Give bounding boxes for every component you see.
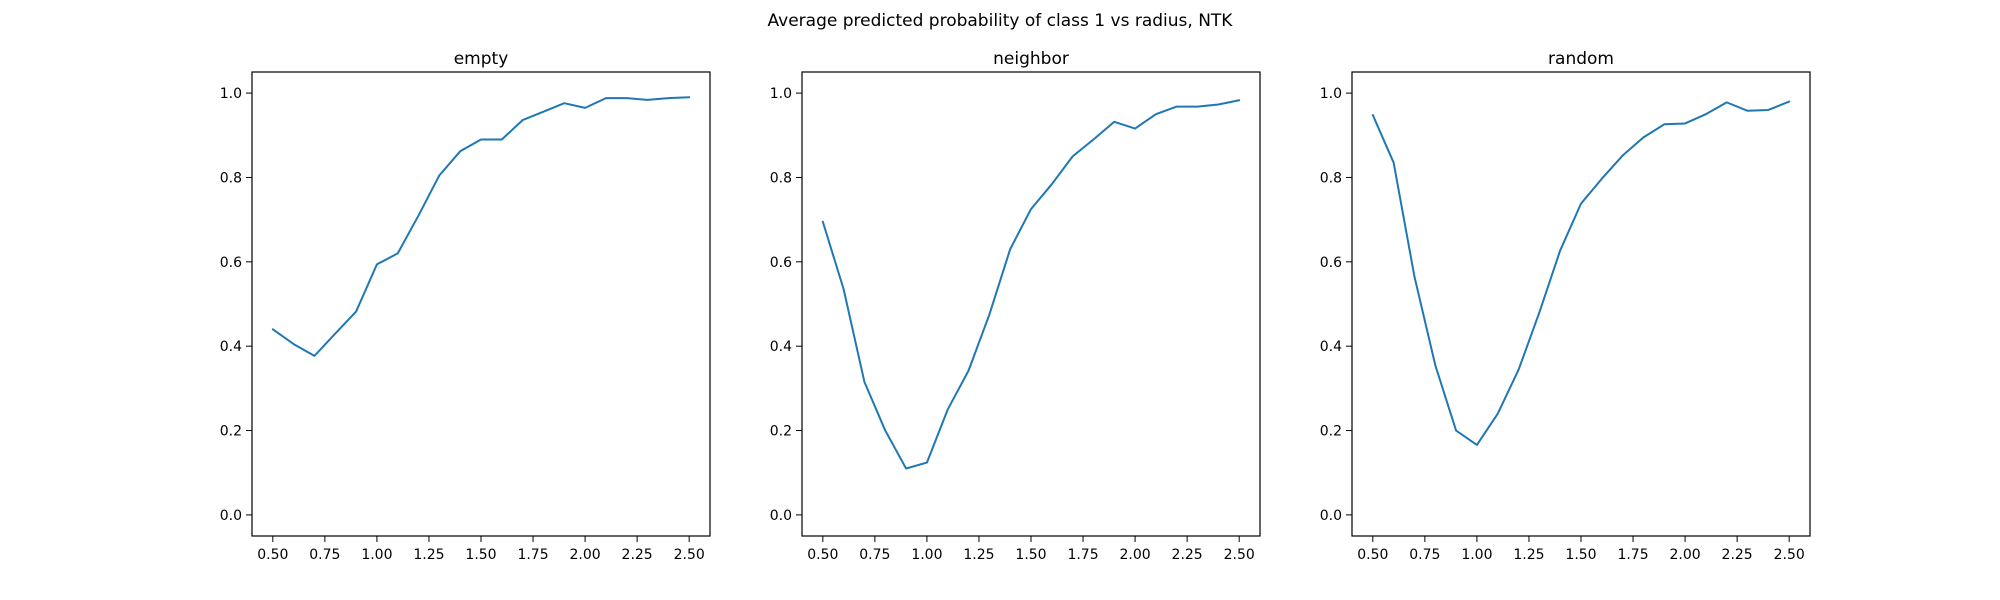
x-tick-label: 2.25	[1722, 547, 1753, 563]
y-tick-label: 0.8	[220, 170, 242, 186]
axes-frame-neighbor	[801, 71, 1261, 537]
y-tick-label: 0.4	[770, 339, 792, 355]
y-tick-label: 0.0	[770, 508, 792, 524]
axes-frame-empty	[251, 71, 711, 537]
x-tick-label: 1.25	[413, 547, 444, 563]
subplot-neighbor: neighbor 0.50 0.75 1.00 1.25 1.50 1.75 2.00 2.2…	[770, 49, 1261, 563]
subplot-title-random: random	[1548, 49, 1614, 69]
x-tick-label: 0.75	[859, 547, 890, 563]
subplot-random: random 0.50 0.75 1.00 1.25 1.50 1.75 2.00 2.25 2…	[1320, 49, 1811, 563]
x-tick-label: 2.25	[1172, 547, 1203, 563]
y-tick-label: 0.6	[1320, 255, 1342, 271]
x-axis-random: 0.50 0.75 1.00 1.25 1.50 1.75 2.00 2.25 2.50	[1357, 536, 1805, 563]
x-tick-label: 1.00	[911, 547, 942, 563]
x-tick-label: 1.75	[1617, 547, 1648, 563]
x-tick-label: 2.50	[1224, 547, 1255, 563]
x-tick-label: 2.00	[570, 547, 601, 563]
x-tick-label: 2.50	[1774, 547, 1805, 563]
y-tick-label: 0.0	[1320, 508, 1342, 524]
y-axis-neighbor: 0.0 0.2 0.4 0.6 0.8 1.0	[770, 86, 802, 524]
series-line-empty	[271, 96, 691, 357]
x-tick-label: 0.50	[257, 547, 288, 563]
x-tick-label: 0.75	[309, 547, 340, 563]
x-tick-label: 1.50	[465, 547, 496, 563]
y-tick-label: 0.4	[1320, 339, 1342, 355]
y-tick-label: 1.0	[220, 86, 242, 102]
x-tick-label: 0.50	[1357, 547, 1388, 563]
x-tick-label: 1.25	[1513, 547, 1544, 563]
x-tick-label: 2.00	[1670, 547, 1701, 563]
x-tick-label: 1.00	[361, 547, 392, 563]
y-tick-label: 1.0	[770, 86, 792, 102]
figure-title: Average predicted probability of class 1…	[768, 11, 1234, 31]
y-axis-empty: 0.0 0.2 0.4 0.6 0.8 1.0	[220, 86, 252, 524]
y-tick-label: 0.6	[220, 255, 242, 271]
y-tick-label: 0.2	[220, 424, 242, 440]
x-tick-label: 0.50	[807, 547, 838, 563]
y-tick-label: 0.2	[1320, 424, 1342, 440]
x-tick-label: 1.00	[1461, 547, 1492, 563]
x-tick-label: 0.75	[1409, 547, 1440, 563]
x-tick-label: 2.00	[1120, 547, 1151, 563]
x-tick-label: 2.25	[622, 547, 653, 563]
series-line-neighbor	[821, 99, 1241, 470]
x-tick-label: 1.25	[963, 547, 994, 563]
series-line-random	[1371, 100, 1791, 446]
y-tick-label: 0.0	[220, 508, 242, 524]
y-tick-label: 0.6	[770, 255, 792, 271]
subplot-title-neighbor: neighbor	[993, 49, 1069, 69]
x-tick-label: 2.50	[674, 547, 705, 563]
subplot-title-empty: empty	[454, 49, 509, 69]
x-tick-label: 1.50	[1565, 547, 1596, 563]
y-axis-random: 0.0 0.2 0.4 0.6 0.8 1.0	[1320, 86, 1352, 524]
y-tick-label: 0.2	[770, 424, 792, 440]
y-tick-label: 0.8	[770, 170, 792, 186]
x-tick-label: 1.75	[1067, 547, 1098, 563]
x-tick-label: 1.75	[517, 547, 548, 563]
x-axis-empty: 0.50 0.75 1.00 1.25 1.50 1.75 2.00 2.25 2.50	[257, 536, 705, 563]
y-tick-label: 1.0	[1320, 86, 1342, 102]
x-axis-neighbor: 0.50 0.75 1.00 1.25 1.50 1.75 2.00 2.25 2.50	[807, 536, 1255, 563]
x-tick-label: 1.50	[1015, 547, 1046, 563]
subplot-empty: empty 0.50 0.75 1.00 1.25 1.50 1.75 2.00 2.25 2.…	[220, 49, 711, 563]
y-tick-label: 0.4	[220, 339, 242, 355]
y-tick-label: 0.8	[1320, 170, 1342, 186]
